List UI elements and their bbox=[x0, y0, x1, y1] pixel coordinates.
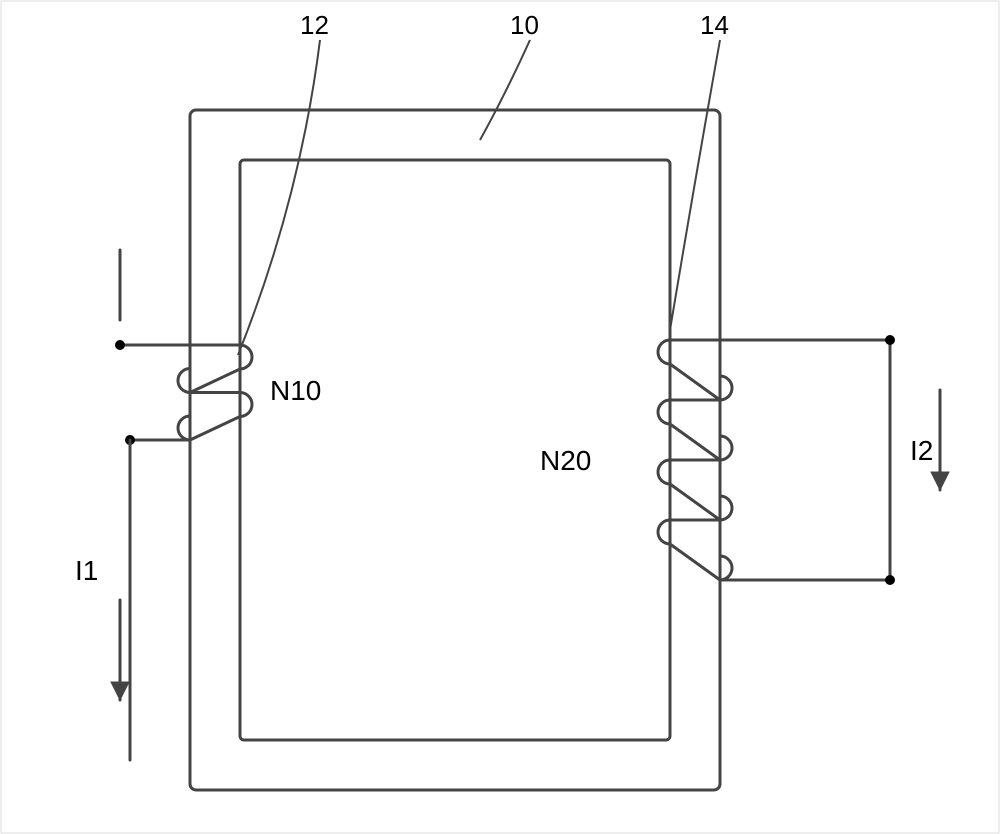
current-label-i1: I1 bbox=[75, 555, 98, 587]
ref-label-12: 12 bbox=[300, 10, 329, 41]
winding-label-n20: N20 bbox=[540, 445, 591, 477]
ref-label-10: 10 bbox=[510, 10, 539, 41]
ref-label-14: 14 bbox=[700, 10, 729, 41]
diagram-svg bbox=[0, 0, 1000, 834]
current-label-i2: I2 bbox=[910, 435, 933, 467]
transformer-diagram: 12 10 14 N10 N20 I1 I2 bbox=[0, 0, 1000, 834]
winding-label-n10: N10 bbox=[270, 375, 321, 407]
